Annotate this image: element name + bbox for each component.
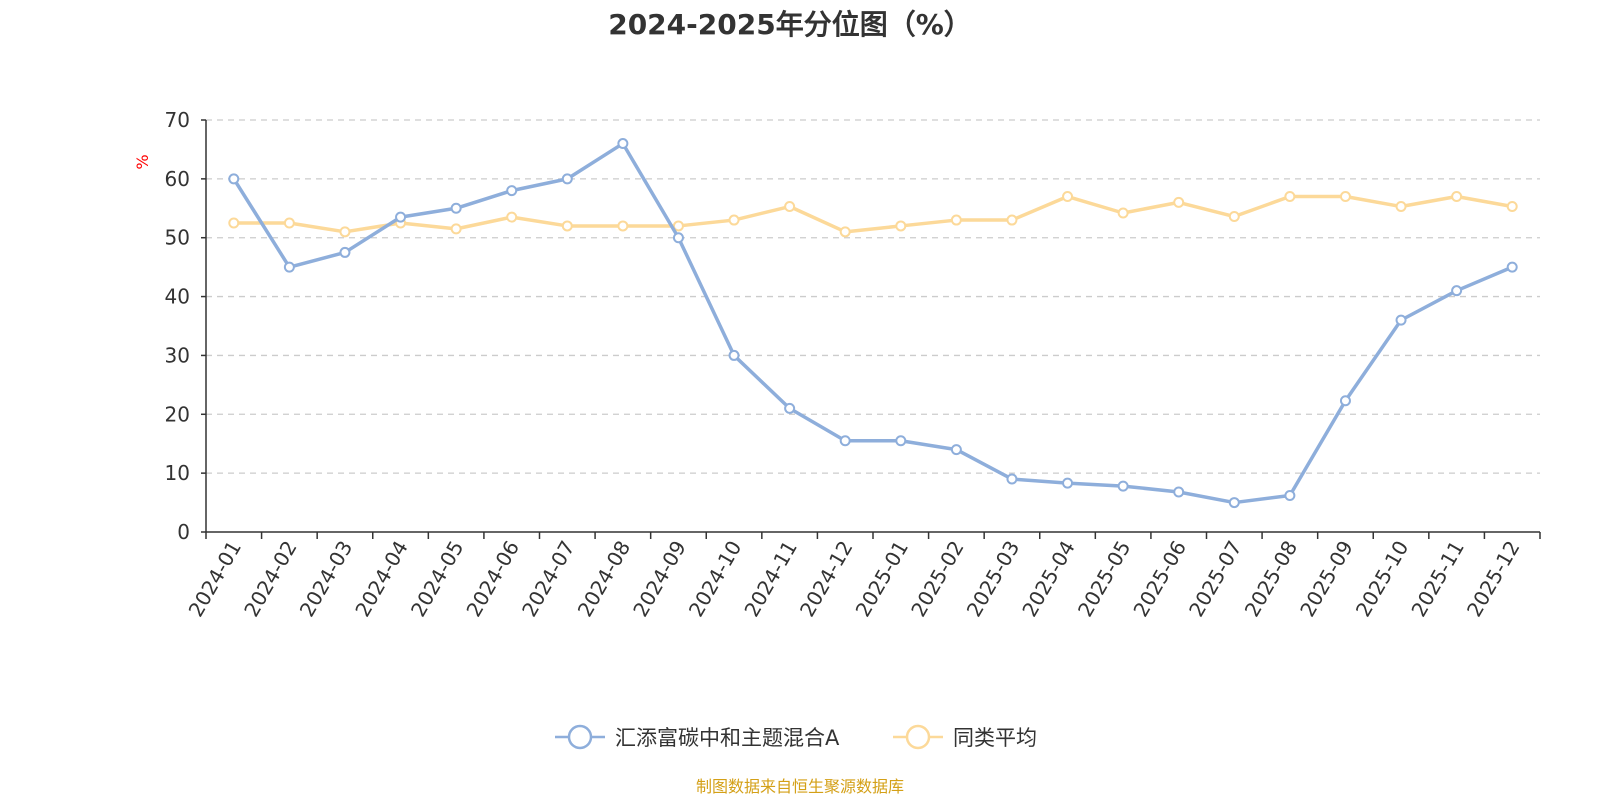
x-tick-label: 2025-08: [1240, 537, 1303, 621]
series-2: [228, 191, 1518, 238]
data-point: [784, 201, 796, 213]
data-point: [1117, 480, 1129, 492]
x-tick-label: 2025-10: [1351, 537, 1414, 621]
legend: 汇添富碳中和主题混合A 同类平均: [555, 724, 1037, 750]
x-tick-label: 2025-09: [1295, 537, 1358, 621]
data-point: [283, 261, 295, 273]
data-point: [339, 246, 351, 258]
x-tick-label: 2024-04: [350, 537, 413, 621]
data-point: [1006, 214, 1018, 226]
x-tick-label: 2024-07: [517, 537, 580, 621]
data-point: [395, 211, 407, 223]
data-point: [1062, 191, 1074, 203]
x-tick-label: 2024-09: [628, 537, 691, 621]
x-tick-label: 2025-11: [1406, 537, 1469, 621]
grid-lines: [206, 119, 1540, 474]
data-point: [1506, 201, 1518, 213]
data-point: [1395, 201, 1407, 213]
data-point: [617, 220, 629, 232]
data-point: [506, 211, 518, 223]
data-point: [228, 217, 240, 229]
x-tick-label: 2025-12: [1462, 537, 1525, 621]
x-tick-label: 2025-02: [906, 537, 969, 621]
data-point: [839, 226, 851, 238]
data-point: [950, 214, 962, 226]
data-point: [895, 435, 907, 447]
data-point: [728, 214, 740, 226]
data-point: [1173, 486, 1185, 498]
data-point: [450, 202, 462, 214]
x-tick-label: 2024-08: [573, 537, 636, 621]
data-point: [1228, 211, 1240, 223]
data-point: [1506, 261, 1518, 273]
y-tick-label: 20: [165, 402, 190, 426]
series-line: [233, 194, 1513, 234]
data-point: [339, 226, 351, 238]
x-tick-label: 2025-04: [1017, 537, 1080, 621]
data-point: [450, 223, 462, 235]
y-axis-unit-label: %: [133, 154, 152, 169]
data-point: [1173, 196, 1185, 208]
y-tick-label: 50: [165, 226, 190, 250]
legend-item: 同类平均: [893, 724, 1037, 750]
axes: [205, 120, 1540, 533]
legend-item: 汇添富碳中和主题混合A: [555, 724, 840, 750]
x-tick-label: 2025-07: [1184, 537, 1247, 621]
data-point: [672, 232, 684, 244]
x-axis-ticks: 2024-012024-022024-032024-042024-052024-…: [184, 532, 1541, 621]
series-1: [228, 138, 1518, 509]
y-tick-label: 70: [165, 108, 190, 132]
data-point: [283, 217, 295, 229]
series-line: [232, 141, 1513, 505]
legend-label: 汇添富碳中和主题混合A: [615, 726, 840, 750]
data-point: [228, 173, 240, 185]
x-tick-label: 2024-05: [406, 537, 469, 621]
data-point: [672, 220, 684, 232]
x-tick-label: 2025-01: [851, 537, 914, 621]
legend-label: 同类平均: [953, 726, 1037, 750]
y-tick-label: 40: [165, 285, 190, 309]
source-note: 制图数据来自恒生聚源数据库: [696, 777, 904, 796]
data-point: [1062, 477, 1074, 489]
data-point: [784, 402, 796, 414]
legend-marker: [905, 724, 931, 750]
data-point: [1339, 191, 1351, 203]
y-tick-label: 30: [165, 343, 190, 367]
x-tick-label: 2024-12: [795, 537, 858, 621]
data-point: [1117, 207, 1129, 219]
data-point: [1451, 285, 1463, 297]
data-point: [895, 220, 907, 232]
x-tick-label: 2024-03: [295, 537, 358, 621]
y-tick-label: 0: [177, 520, 190, 544]
y-tick-label: 10: [165, 461, 190, 485]
x-tick-label: 2024-02: [239, 537, 302, 621]
y-tick-label: 60: [165, 167, 190, 191]
data-point: [839, 435, 851, 447]
x-tick-label: 2024-06: [461, 537, 524, 621]
data-point: [1451, 191, 1463, 203]
data-point: [1228, 497, 1240, 509]
x-tick-label: 2024-10: [684, 537, 747, 621]
data-point: [1339, 395, 1351, 407]
data-point: [1284, 191, 1296, 203]
x-tick-label: 2024-11: [739, 537, 802, 621]
data-point: [561, 173, 573, 185]
x-tick-label: 2025-03: [962, 536, 1025, 620]
legend-marker: [567, 724, 593, 750]
y-axis-ticks: 0 10 20 30 40 50 60 70: [165, 108, 206, 544]
data-point: [1395, 314, 1407, 326]
x-tick-label: 2025-05: [1073, 537, 1136, 621]
chart-title: 2024-2025年分位图（%）: [608, 8, 972, 41]
x-tick-label: 2025-06: [1128, 537, 1191, 621]
data-point: [617, 138, 629, 150]
data-point: [561, 220, 573, 232]
data-point: [1006, 473, 1018, 485]
series-lines: [228, 138, 1518, 509]
data-point: [728, 349, 740, 361]
x-tick-label: 2024-01: [184, 537, 247, 621]
data-point: [950, 444, 962, 456]
data-point: [506, 185, 518, 197]
data-point: [1284, 490, 1296, 502]
